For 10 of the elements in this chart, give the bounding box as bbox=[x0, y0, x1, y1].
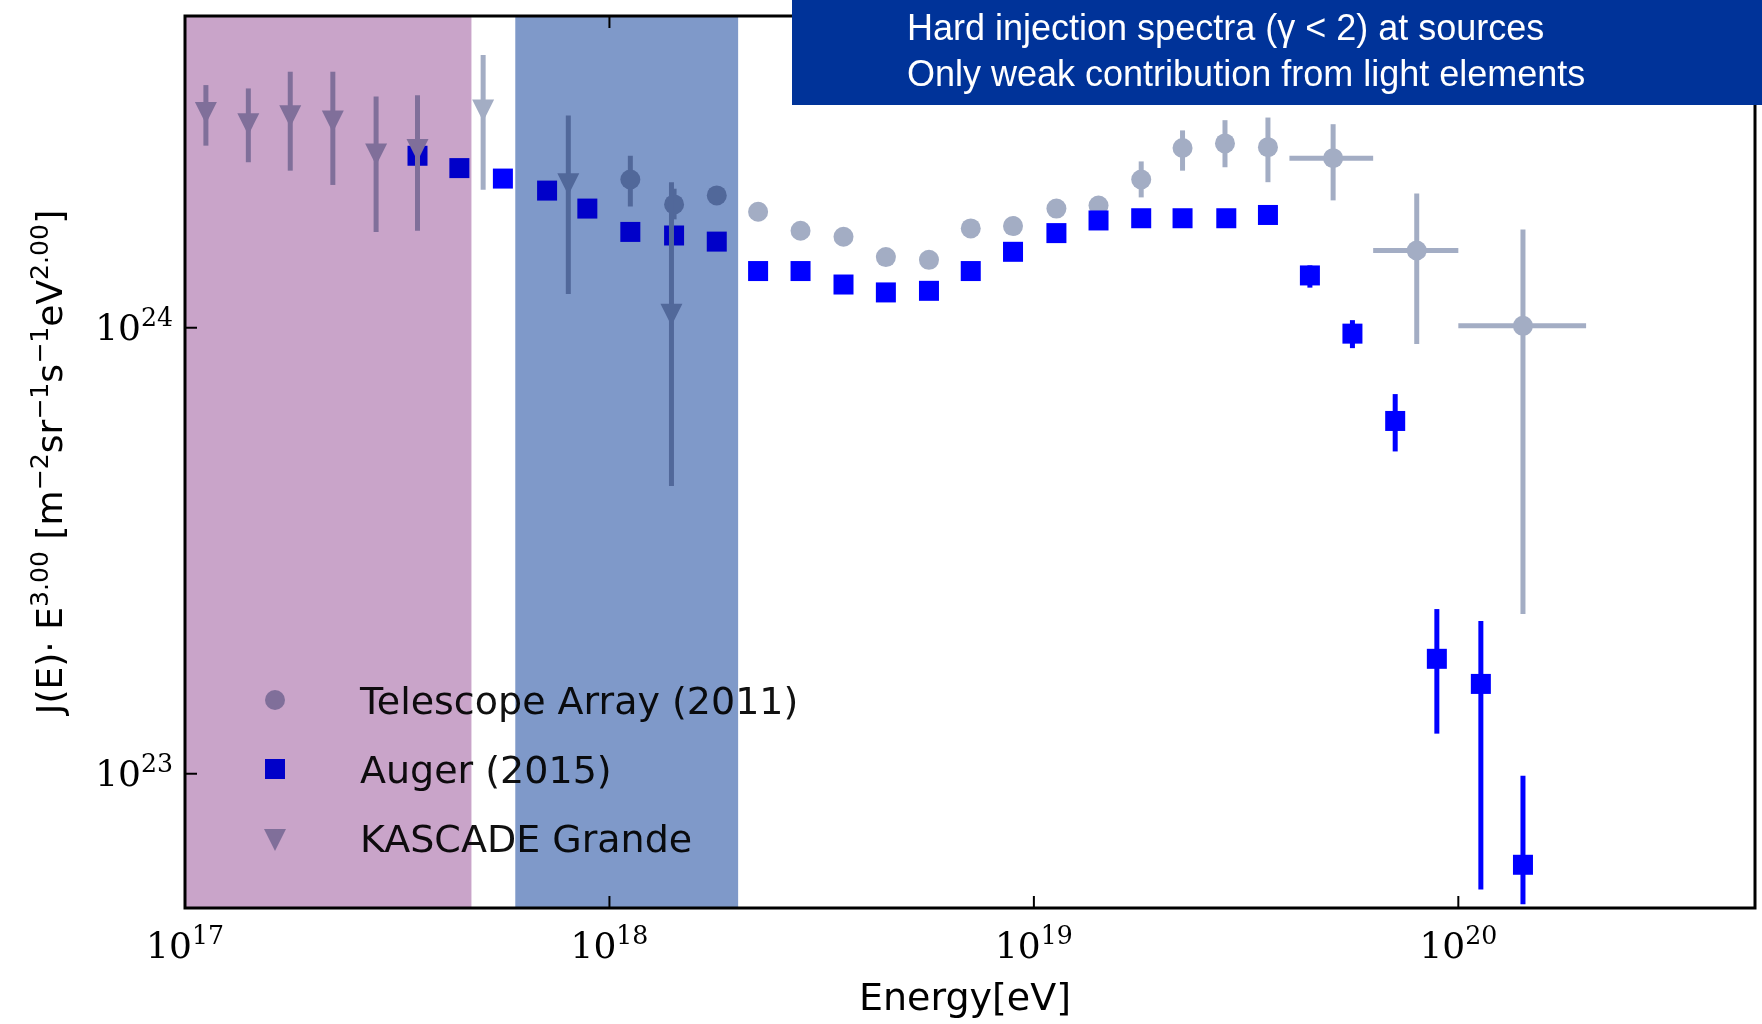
x-tick-label: 10$^{18}$ bbox=[570, 920, 649, 966]
annotation: Only weak contribution from light elements bbox=[907, 53, 1586, 94]
x-tick-label: 10$^{20}$ bbox=[1419, 920, 1498, 966]
y-tick-label: 10$^{23}$ bbox=[95, 748, 173, 794]
x-axis-title: Energy[eV] bbox=[858, 975, 1072, 1019]
x-tick-label: 10$^{17}$ bbox=[146, 920, 224, 966]
annotation: Hard injection spectra (γ < 2) at sources bbox=[907, 7, 1545, 48]
x-tick-label: 10$^{19}$ bbox=[994, 920, 1073, 966]
y-tick-label: 10$^{24}$ bbox=[95, 302, 173, 348]
legend-label: KASCADE Grande bbox=[360, 817, 693, 861]
